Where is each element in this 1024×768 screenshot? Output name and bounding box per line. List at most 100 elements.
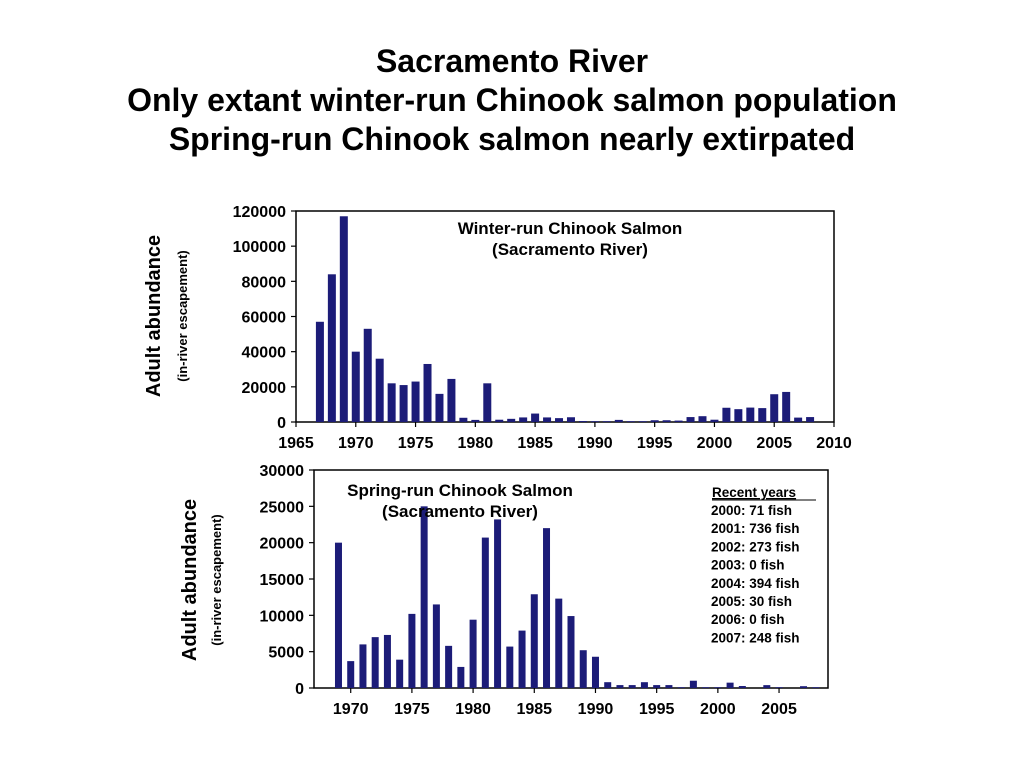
x-tick-label: 2005 (756, 435, 792, 452)
bar-1971 (359, 644, 367, 688)
bar-1983 (506, 646, 514, 688)
y-tick-label: 120000 (233, 204, 286, 221)
bar-1981 (483, 383, 492, 422)
bar-1991 (602, 421, 611, 422)
x-tick-label: 2010 (816, 435, 852, 452)
y-tick-label: 5000 (268, 645, 304, 662)
recent-years-heading: Recent years (712, 485, 796, 500)
bar-1985 (531, 413, 540, 422)
x-tick-label: 1975 (394, 701, 430, 718)
bar-1984 (519, 417, 528, 422)
bar-1969 (339, 216, 348, 422)
bar-1994 (640, 682, 648, 688)
y-axis-sublabel: (in-river escapement) (209, 514, 224, 646)
bar-1989 (578, 421, 587, 422)
slide-title-line-2: Only extant winter-run Chinook salmon po… (127, 82, 897, 118)
x-tick-label: 2005 (761, 701, 797, 718)
bar-1984 (518, 630, 526, 688)
y-tick-label: 100000 (233, 239, 286, 256)
x-tick-label: 1970 (333, 701, 369, 718)
y-tick-label: 0 (295, 681, 304, 698)
y-tick-label: 15000 (260, 572, 305, 589)
x-tick-label: 1990 (578, 701, 614, 718)
y-tick-label: 20000 (242, 380, 287, 397)
recent-years-line: 2002: 273 fish (711, 539, 800, 554)
y-tick-label: 20000 (260, 536, 305, 553)
bar-1983 (507, 418, 516, 422)
bar-2008 (806, 417, 815, 422)
bar-1999 (698, 416, 707, 422)
y-tick-label: 0 (277, 415, 286, 432)
bar-1977 (435, 393, 444, 422)
bar-1978 (445, 645, 453, 688)
bar-2002 (734, 409, 743, 422)
bar-1977 (432, 604, 440, 688)
bar-2005 (775, 687, 783, 688)
x-tick-label: 1980 (455, 701, 491, 718)
bar-2005 (770, 394, 779, 422)
bar-1996 (662, 420, 671, 422)
bar-1973 (387, 383, 396, 422)
bar-2007 (794, 417, 803, 422)
y-axis-sublabel: (in-river escapement) (175, 250, 190, 382)
bar-1997 (674, 420, 683, 422)
bar-2001 (726, 682, 734, 688)
bar-1970 (347, 661, 355, 688)
x-tick-label: 1965 (278, 435, 314, 452)
bar-1991 (604, 682, 612, 688)
bar-1968 (327, 274, 336, 422)
recent-years-line: 2006: 0 fish (711, 612, 785, 627)
bar-1972 (375, 358, 384, 422)
bar-1976 (423, 363, 432, 422)
bar-1986 (543, 417, 552, 422)
bar-2003 (746, 407, 755, 422)
y-axis-label: Adult abundance (179, 499, 201, 661)
chart-title-line: (Sacramento River) (492, 240, 648, 259)
bar-1989 (579, 650, 587, 688)
x-tick-label: 1980 (458, 435, 494, 452)
bar-1999 (702, 687, 710, 688)
bar-1979 (457, 666, 465, 688)
chart-title-line: Spring-run Chinook Salmon (347, 481, 573, 500)
bar-1975 (411, 381, 420, 422)
slide-title-line-3: Spring-run Chinook salmon nearly extirpa… (168, 121, 856, 157)
chart-title-line: Winter-run Chinook Salmon (458, 219, 683, 238)
bar-1995 (650, 420, 659, 422)
bar-1972 (371, 637, 379, 688)
y-tick-label: 40000 (242, 345, 287, 362)
bar-1998 (686, 417, 695, 422)
bar-1974 (396, 659, 404, 688)
recent-years-line: 2000: 71 fish (711, 503, 792, 518)
bar-1969 (334, 542, 342, 688)
slide-title-line-1: Sacramento River (375, 43, 649, 79)
y-axis-label: Adult abundance (143, 235, 165, 397)
bar-2000 (714, 687, 722, 688)
bar-1974 (399, 385, 408, 422)
x-tick-label: 1995 (639, 701, 675, 718)
bar-1994 (638, 421, 647, 422)
y-tick-label: 10000 (260, 608, 305, 625)
slide-title: Sacramento River Only extant winter-run … (0, 42, 1024, 159)
bar-1976 (420, 506, 428, 688)
bar-1987 (555, 418, 564, 422)
x-tick-label: 1990 (577, 435, 613, 452)
recent-years-line: 2003: 0 fish (711, 558, 785, 573)
bar-1967 (315, 321, 324, 422)
bar-1988 (566, 417, 575, 422)
x-tick-label: 2000 (700, 701, 736, 718)
bar-1987 (555, 598, 563, 688)
bar-1973 (383, 634, 391, 688)
bar-1990 (591, 656, 599, 688)
y-tick-label: 30000 (260, 463, 305, 480)
bar-1982 (494, 519, 502, 688)
recent-years-line: 2005: 30 fish (711, 594, 792, 609)
bar-1993 (626, 421, 635, 422)
bar-1995 (653, 685, 661, 688)
bar-1985 (530, 594, 538, 688)
bar-1990 (590, 421, 599, 422)
recent-years-line: 2007: 248 fish (711, 630, 800, 645)
bar-1997 (677, 687, 685, 688)
y-tick-label: 80000 (242, 274, 287, 291)
bar-2006 (782, 391, 791, 422)
x-tick-label: 1985 (517, 435, 553, 452)
